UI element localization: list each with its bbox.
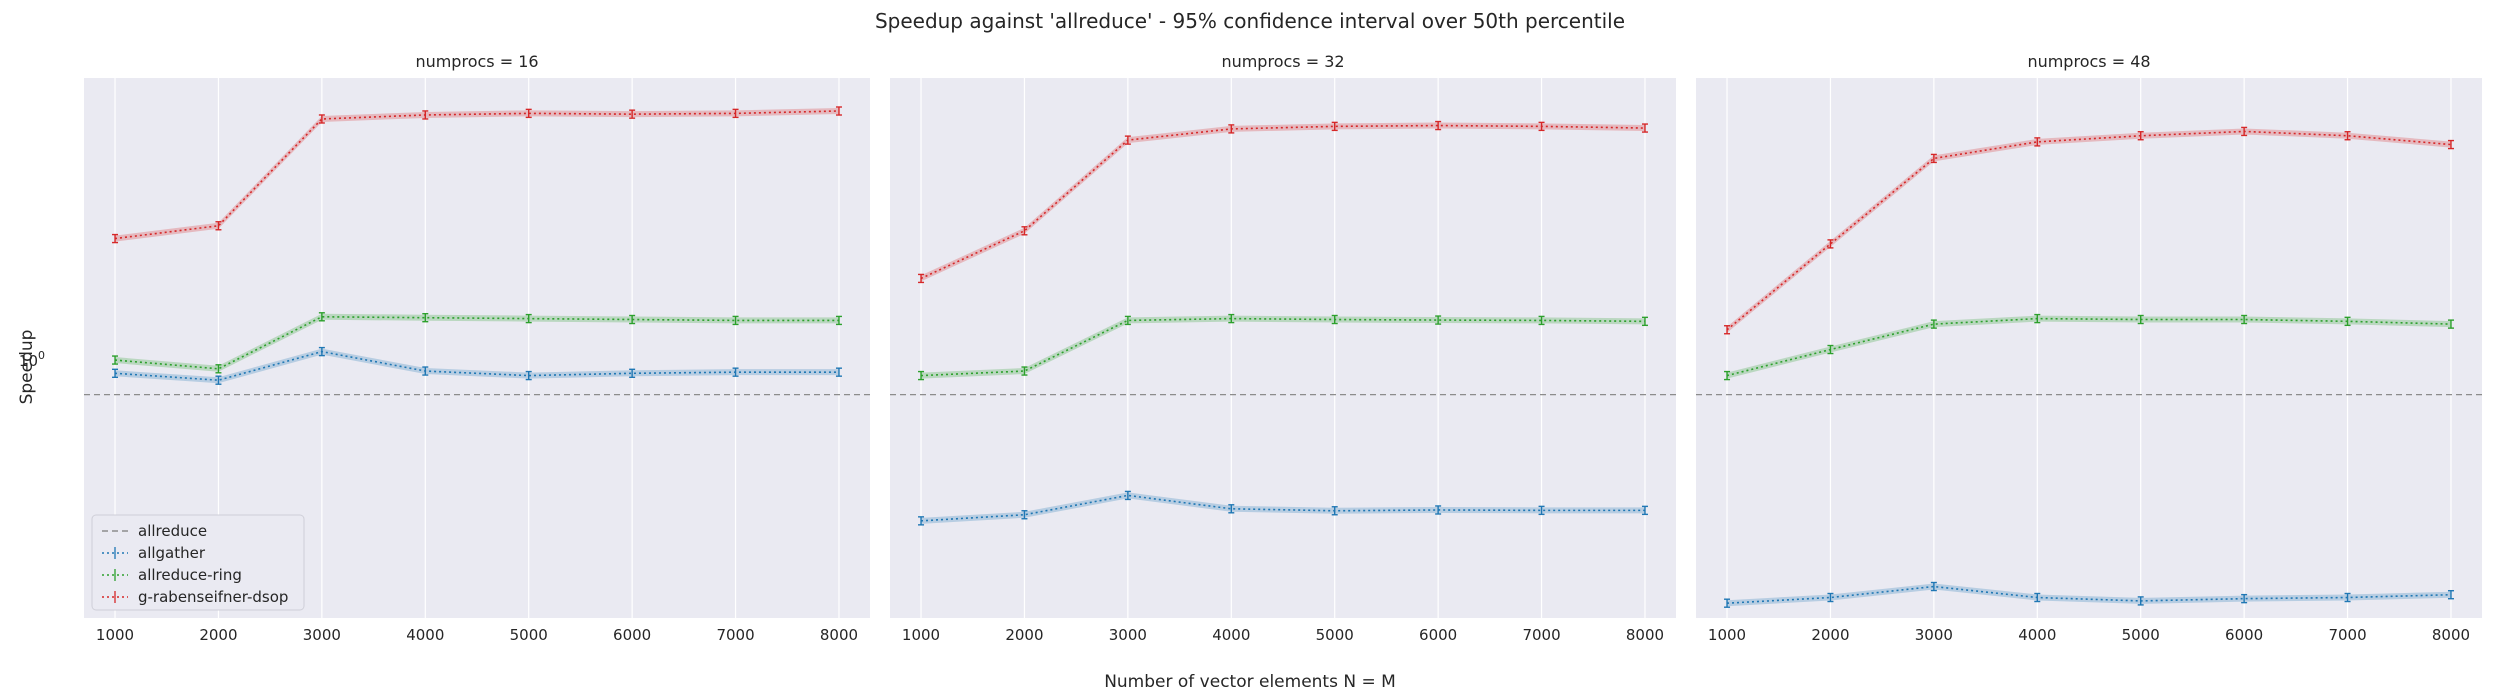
x-tick-label: 1000 <box>902 626 940 644</box>
x-tick-label: 4000 <box>2018 626 2056 644</box>
x-tick-label: 8000 <box>2432 626 2470 644</box>
series-line-allreduce-ring <box>114 315 839 370</box>
series-line-allgather <box>114 350 839 382</box>
legend-entry-label: allreduce-ring <box>138 566 242 584</box>
series-ci-band-allreduce-ring <box>115 313 839 372</box>
legend: allreduce allgather allreduce-ring g-rabens… <box>91 514 305 611</box>
series-line-allreduce-ring <box>920 317 1645 377</box>
x-tick-label: 5000 <box>510 626 548 644</box>
panel-title: numprocs = 16 <box>415 52 538 71</box>
x-tick-label: 3000 <box>1915 626 1953 644</box>
legend-entry-label: g-rabenseifner-dsop <box>138 588 288 606</box>
x-tick-label: 8000 <box>1626 626 1664 644</box>
plot-background <box>890 78 1676 618</box>
chart-panels: 1000 2000 3000 4000 5000 6000 7000 8000 numprocs… <box>84 52 2482 644</box>
panel-title: numprocs = 48 <box>2027 52 2150 71</box>
plot-background <box>1696 78 2482 618</box>
series-ci-band-g-rabenseifner-dsop <box>115 108 839 242</box>
x-tick-label: 1000 <box>96 626 134 644</box>
x-tick-label: 7000 <box>716 626 754 644</box>
panel-3: 1000 2000 3000 4000 5000 6000 7000 8000 numprocs… <box>1696 52 2482 644</box>
x-tick-label: 7000 <box>1522 626 1560 644</box>
x-tick-label: 5000 <box>1316 626 1354 644</box>
legend-entry-label: allreduce <box>138 522 207 540</box>
series-ci-band-allgather <box>921 492 1645 524</box>
x-tick-label: 2000 <box>199 626 237 644</box>
series-line-allgather <box>920 494 1645 522</box>
x-tick-label: 4000 <box>1212 626 1250 644</box>
x-tick-label: 4000 <box>406 626 444 644</box>
x-tick-label: 6000 <box>1419 626 1457 644</box>
panel-title: numprocs = 32 <box>1221 52 1344 71</box>
series-ci-band-allreduce-ring <box>1727 315 2451 379</box>
y-tick-ref-exponent: 0 <box>38 349 45 362</box>
x-tick-label: 6000 <box>613 626 651 644</box>
series-line-allgather <box>1726 585 2451 604</box>
x-tick-label: 1000 <box>1708 626 1746 644</box>
series-ci-band-g-rabenseifner-dsop <box>921 122 1645 282</box>
x-axis-label: Number of vector elements N = M <box>1104 672 1396 692</box>
x-tick-label: 8000 <box>820 626 858 644</box>
series-ci-band-allreduce-ring <box>921 315 1645 379</box>
y-axis-label: Speedup <box>17 330 37 405</box>
panel-1: 1000 2000 3000 4000 5000 6000 7000 8000 numprocs… <box>84 52 870 644</box>
figure-suptitle: Speedup against 'allreduce' - 95% confid… <box>875 9 1625 33</box>
y-tick-ref-base: 10 <box>19 352 38 370</box>
series-line-g-rabenseifner-dsop <box>920 124 1645 280</box>
x-tick-label: 3000 <box>303 626 341 644</box>
x-tick-label: 2000 <box>1811 626 1849 644</box>
x-tick-label: 2000 <box>1005 626 1043 644</box>
y-tick-ref-label: 100 <box>19 349 45 370</box>
x-tick-label: 7000 <box>2328 626 2366 644</box>
x-tick-label: 3000 <box>1109 626 1147 644</box>
series-line-g-rabenseifner-dsop <box>1726 130 2452 331</box>
x-tick-label: 5000 <box>2122 626 2160 644</box>
legend-frame <box>91 514 305 611</box>
legend-entry-label: allgather <box>138 544 206 562</box>
x-tick-label: 6000 <box>2225 626 2263 644</box>
series-ci-band-allgather <box>115 348 839 384</box>
panel-2: 1000 2000 3000 4000 5000 6000 7000 8000 numprocs… <box>890 52 1676 644</box>
